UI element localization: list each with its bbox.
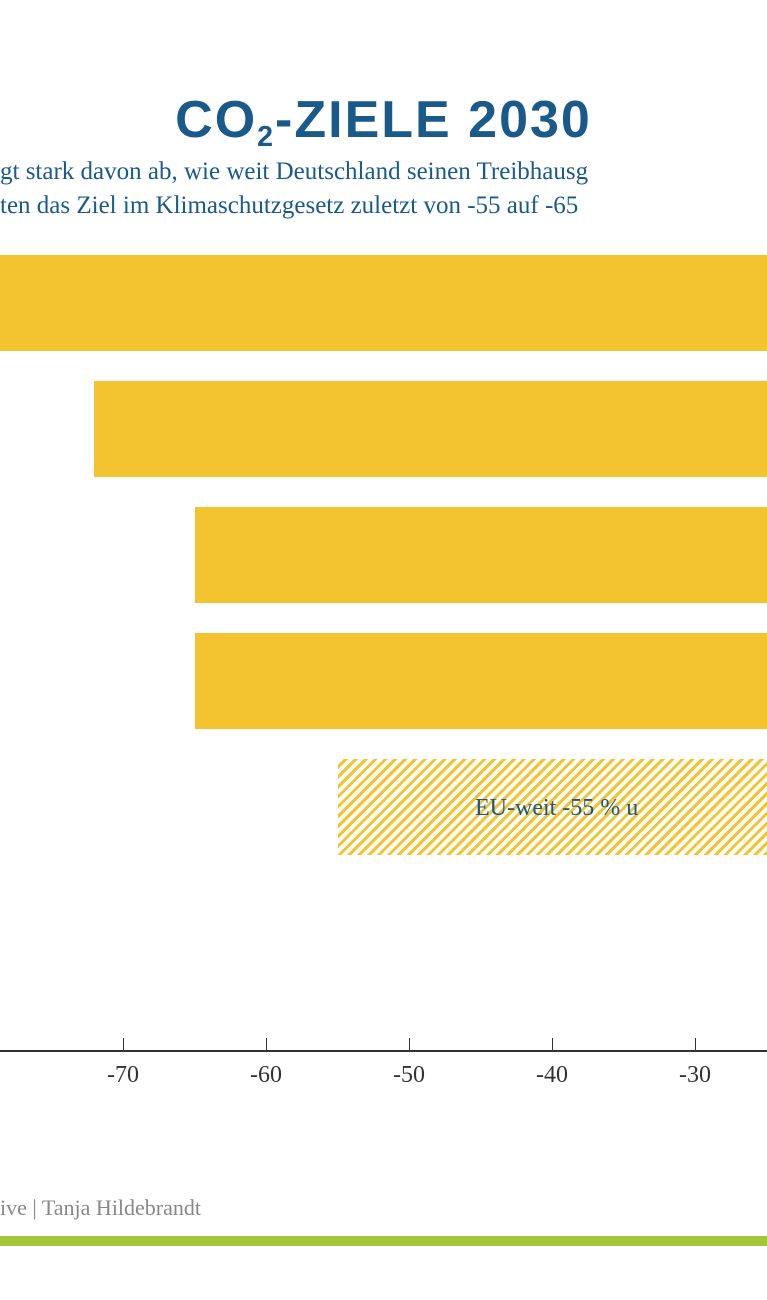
title-suffix: -ZIELE 2030 bbox=[275, 91, 592, 149]
credit-text: ive | Tanja Hildebrandt bbox=[0, 1195, 201, 1221]
title-prefix: CO bbox=[175, 91, 257, 149]
tick-50 bbox=[409, 1038, 410, 1050]
tick-label-30: -30 bbox=[679, 1062, 711, 1089]
chart-title: CO2-ZIELE 2030 bbox=[0, 90, 767, 150]
bar-2 bbox=[195, 507, 767, 603]
tick-70 bbox=[123, 1038, 124, 1050]
tick-40 bbox=[552, 1038, 553, 1050]
tick-60 bbox=[266, 1038, 267, 1050]
tick-label-70: -70 bbox=[107, 1062, 139, 1089]
bar-1 bbox=[94, 381, 767, 477]
tick-label-40: -40 bbox=[536, 1062, 568, 1089]
x-axis-line bbox=[0, 1050, 767, 1052]
tick-label-50: -50 bbox=[393, 1062, 425, 1089]
bar-4-label: EU-weit -55 % u bbox=[475, 795, 638, 822]
subtitle-line-2: ten das Ziel im Klimaschutzgesetz zuletz… bbox=[0, 192, 578, 220]
bar-3 bbox=[195, 633, 767, 729]
tick-label-60: -60 bbox=[250, 1062, 282, 1089]
bar-0 bbox=[0, 255, 767, 351]
bottom-accent-bar bbox=[0, 1236, 767, 1246]
title-subscript: 2 bbox=[257, 121, 275, 153]
tick-30 bbox=[695, 1038, 696, 1050]
subtitle-line-1: gt stark davon ab, wie weit Deutschland … bbox=[0, 158, 588, 186]
